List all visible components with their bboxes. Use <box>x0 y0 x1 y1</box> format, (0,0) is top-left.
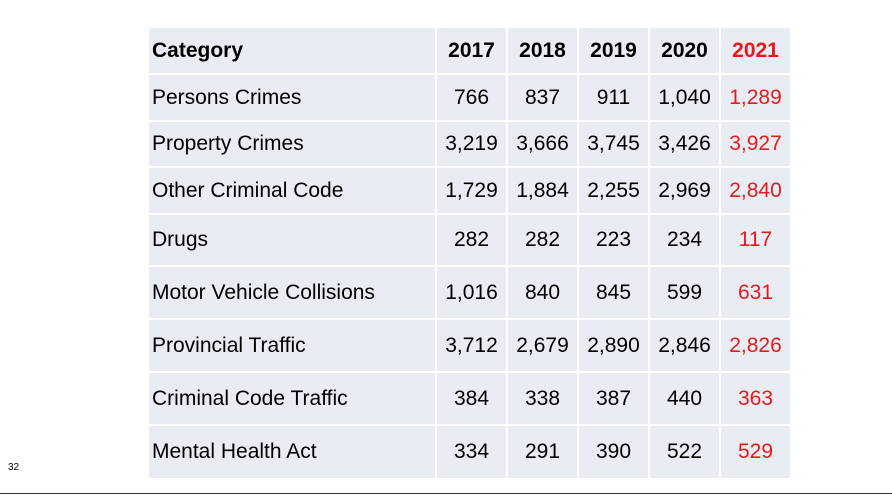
header-year-2017: 2017 <box>437 28 508 75</box>
header-year-2021: 2021 <box>721 28 790 75</box>
cell-2018: 338 <box>508 373 579 426</box>
cell-2019: 2,255 <box>579 168 650 215</box>
cell-2018: 3,666 <box>508 122 579 168</box>
cell-2017: 384 <box>437 373 508 426</box>
cell-2019: 387 <box>579 373 650 426</box>
cell-2019: 223 <box>579 215 650 267</box>
table-row: Persons Crimes 766 837 911 1,040 1,289 <box>149 75 790 122</box>
cell-2021: 363 <box>721 373 790 426</box>
statistics-table: Category 2017 2018 2019 2020 2021 Person… <box>149 28 790 478</box>
table-row: Mental Health Act 334 291 390 522 529 <box>149 426 790 478</box>
cell-2021: 2,840 <box>721 168 790 215</box>
header-year-2019: 2019 <box>579 28 650 75</box>
cell-2020: 234 <box>650 215 721 267</box>
table-row: Motor Vehicle Collisions 1,016 840 845 5… <box>149 267 790 320</box>
cell-2019: 390 <box>579 426 650 478</box>
cell-2020: 440 <box>650 373 721 426</box>
cell-2017: 334 <box>437 426 508 478</box>
row-category: Other Criminal Code <box>149 168 437 215</box>
bottom-divider <box>0 493 892 494</box>
row-category: Provincial Traffic <box>149 320 437 373</box>
cell-2020: 522 <box>650 426 721 478</box>
cell-2018: 840 <box>508 267 579 320</box>
cell-2017: 1,729 <box>437 168 508 215</box>
cell-2019: 911 <box>579 75 650 122</box>
cell-2020: 2,846 <box>650 320 721 373</box>
row-category: Mental Health Act <box>149 426 437 478</box>
row-category: Persons Crimes <box>149 75 437 122</box>
cell-2020: 1,040 <box>650 75 721 122</box>
table-row: Property Crimes 3,219 3,666 3,745 3,426 … <box>149 122 790 168</box>
cell-2021: 631 <box>721 267 790 320</box>
cell-2021: 3,927 <box>721 122 790 168</box>
cell-2021: 2,826 <box>721 320 790 373</box>
cell-2019: 845 <box>579 267 650 320</box>
row-category: Property Crimes <box>149 122 437 168</box>
header-year-2020: 2020 <box>650 28 721 75</box>
table-row: Provincial Traffic 3,712 2,679 2,890 2,8… <box>149 320 790 373</box>
row-category: Criminal Code Traffic <box>149 373 437 426</box>
cell-2018: 291 <box>508 426 579 478</box>
cell-2017: 3,219 <box>437 122 508 168</box>
cell-2020: 2,969 <box>650 168 721 215</box>
cell-2018: 282 <box>508 215 579 267</box>
cell-2020: 3,426 <box>650 122 721 168</box>
cell-2017: 766 <box>437 75 508 122</box>
cell-2018: 1,884 <box>508 168 579 215</box>
cell-2017: 282 <box>437 215 508 267</box>
cell-2017: 3,712 <box>437 320 508 373</box>
table-row: Criminal Code Traffic 384 338 387 440 36… <box>149 373 790 426</box>
cell-2018: 837 <box>508 75 579 122</box>
cell-2018: 2,679 <box>508 320 579 373</box>
page-number: 32 <box>8 462 20 473</box>
table-row: Other Criminal Code 1,729 1,884 2,255 2,… <box>149 168 790 215</box>
cell-2021: 529 <box>737 440 774 463</box>
row-category: Drugs <box>149 215 437 267</box>
header-category: Category <box>149 28 437 75</box>
table-row: Drugs 282 282 223 234 117 <box>149 215 790 267</box>
row-category: Motor Vehicle Collisions <box>149 267 437 320</box>
header-year-2018: 2018 <box>508 28 579 75</box>
cell-2017: 1,016 <box>437 267 508 320</box>
cell-2019: 3,745 <box>579 122 650 168</box>
cell-2019: 2,890 <box>579 320 650 373</box>
cell-2020: 599 <box>650 267 721 320</box>
cell-2021: 117 <box>721 215 790 267</box>
cell-2021: 1,289 <box>721 75 790 122</box>
header-row: Category 2017 2018 2019 2020 2021 <box>149 28 790 75</box>
